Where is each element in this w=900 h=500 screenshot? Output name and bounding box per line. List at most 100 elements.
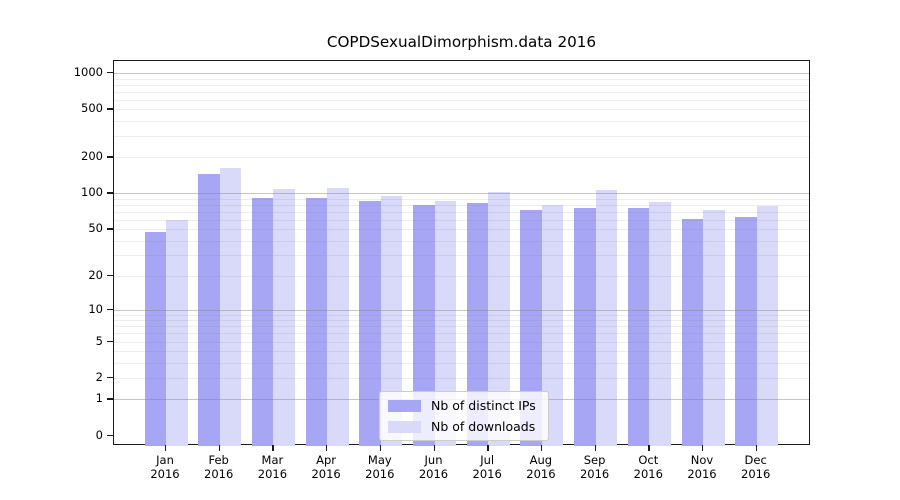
gridline-minor-7 <box>114 326 809 328</box>
gridline-minor-9 <box>114 314 809 316</box>
bar-distinct-ips-nov <box>681 219 703 446</box>
bar-downloads-apr <box>327 187 349 446</box>
x-tick-mark-oct <box>648 445 650 451</box>
legend-item-distinct-ips: Nb of distinct IPs <box>388 398 536 413</box>
gridline-minor-4 <box>114 351 809 353</box>
y-tick-mark-2 <box>107 376 113 379</box>
gridline-minor-2 <box>114 377 809 379</box>
bar-downloads-oct <box>649 201 671 446</box>
y-tick-mark-1000 <box>107 72 113 74</box>
bar-distinct-ips-jun <box>413 204 435 446</box>
legend-swatch-distinct-ips <box>388 399 421 412</box>
y-tick-mark-20 <box>107 274 113 277</box>
bar-distinct-ips-may <box>359 200 381 446</box>
gridline-minor-60 <box>114 219 809 221</box>
bar-distinct-ips-sep <box>574 207 596 446</box>
y-tick-mark-10 <box>107 308 113 311</box>
x-tick-year: 2016 <box>311 467 341 481</box>
x-tick-mark-jan <box>165 445 167 451</box>
gridline-minor-5 <box>114 341 809 343</box>
x-tick-label-mar: Mar 2016 <box>242 453 302 481</box>
y-tick-mark-0 <box>107 434 113 436</box>
gridline-minor-300 <box>114 136 809 138</box>
bar-downloads-may <box>380 195 403 446</box>
bar-distinct-ips-apr <box>305 198 328 446</box>
x-tick-label-oct: Oct 2016 <box>618 453 678 481</box>
x-tick-label-dec: Dec 2016 <box>726 453 786 481</box>
y-tick-label-5: 5 <box>95 333 103 348</box>
y-tick-label-2: 2 <box>95 369 103 384</box>
x-tick-label-nov: Nov 2016 <box>672 453 732 481</box>
gridline-minor-700 <box>114 91 809 93</box>
x-tick-label-may: May 2016 <box>350 453 410 481</box>
bar-downloads-sep <box>595 189 618 446</box>
gridline-minor-900 <box>114 78 809 80</box>
bars-layer <box>114 61 809 446</box>
x-tick-mark-dec <box>755 445 758 451</box>
y-tick-label-1: 1 <box>95 391 103 406</box>
y-tick-label-50: 50 <box>88 221 103 236</box>
grid-layer <box>114 61 809 444</box>
x-tick-mark-jun <box>433 445 435 451</box>
gridline-minor-20 <box>114 275 809 277</box>
y-tick-label-100: 100 <box>81 185 103 200</box>
y-tick-mark-1 <box>107 398 113 400</box>
x-tick-year: 2016 <box>150 467 180 481</box>
x-tick-year: 2016 <box>418 467 449 481</box>
bar-downloads-nov <box>703 209 725 446</box>
bar-distinct-ips-aug <box>520 209 542 446</box>
bar-downloads-jan <box>166 219 188 446</box>
x-tick-label-jul: Jul 2016 <box>457 453 517 481</box>
gridline-minor-400 <box>114 121 809 123</box>
bar-downloads-dec <box>756 205 779 446</box>
y-tick-mark-5 <box>107 340 113 342</box>
y-tick-label-10: 10 <box>88 301 103 316</box>
x-tick-year: 2016 <box>472 467 502 481</box>
legend: Nb of distinct IPs Nb of downloads <box>379 391 549 441</box>
bar-downloads-jun <box>434 201 456 446</box>
legend-label-downloads: Nb of downloads <box>431 419 536 434</box>
x-tick-mark-nov <box>702 445 704 451</box>
plot-area: Nb of distinct IPs Nb of downloads <box>113 60 810 446</box>
x-tick-mark-aug <box>540 445 543 451</box>
legend-label-distinct-ips: Nb of distinct IPs <box>431 398 536 413</box>
gridline-minor-600 <box>114 99 809 101</box>
x-tick-label-sep: Sep 2016 <box>565 453 625 481</box>
gridline-minor-70 <box>114 211 809 213</box>
x-tick-year: 2016 <box>579 467 610 481</box>
gridline-minor-8 <box>114 320 809 322</box>
bar-distinct-ips-mar <box>251 197 274 446</box>
gridline-major-100 <box>114 193 809 195</box>
y-tick-mark-50 <box>107 228 113 230</box>
y-tick-label-0: 0 <box>95 427 103 442</box>
x-tick-year: 2016 <box>526 467 556 481</box>
x-tick-mark-jul <box>487 445 489 451</box>
y-tick-label-20: 20 <box>88 267 103 282</box>
gridline-minor-50 <box>114 229 809 231</box>
x-tick-year: 2016 <box>365 467 395 481</box>
gridline-major-10 <box>114 309 809 311</box>
x-tick-label-jun: Jun 2016 <box>404 453 464 481</box>
gridline-minor-30 <box>114 255 809 257</box>
x-tick-year: 2016 <box>257 467 288 481</box>
bar-downloads-aug <box>541 204 564 446</box>
y-tick-mark-200 <box>107 156 113 158</box>
gridline-minor-90 <box>114 198 809 200</box>
gridline-minor-800 <box>114 84 809 86</box>
x-tick-year: 2016 <box>204 467 234 481</box>
gridline-minor-40 <box>114 240 809 242</box>
bar-distinct-ips-feb <box>198 174 220 446</box>
bar-downloads-mar <box>273 188 295 446</box>
x-tick-mark-sep <box>594 445 596 451</box>
y-tick-mark-100 <box>107 192 113 194</box>
bar-distinct-ips-oct <box>627 208 650 446</box>
bar-downloads-jul <box>488 191 510 446</box>
x-tick-label-feb: Feb 2016 <box>189 453 249 481</box>
bar-distinct-ips-jan <box>144 232 166 446</box>
gridline-major-1000 <box>114 73 809 75</box>
y-tick-mark-500 <box>107 108 113 110</box>
y-tick-label-500: 500 <box>81 101 103 116</box>
y-tick-label-200: 200 <box>81 149 103 164</box>
gridline-minor-500 <box>114 109 809 111</box>
